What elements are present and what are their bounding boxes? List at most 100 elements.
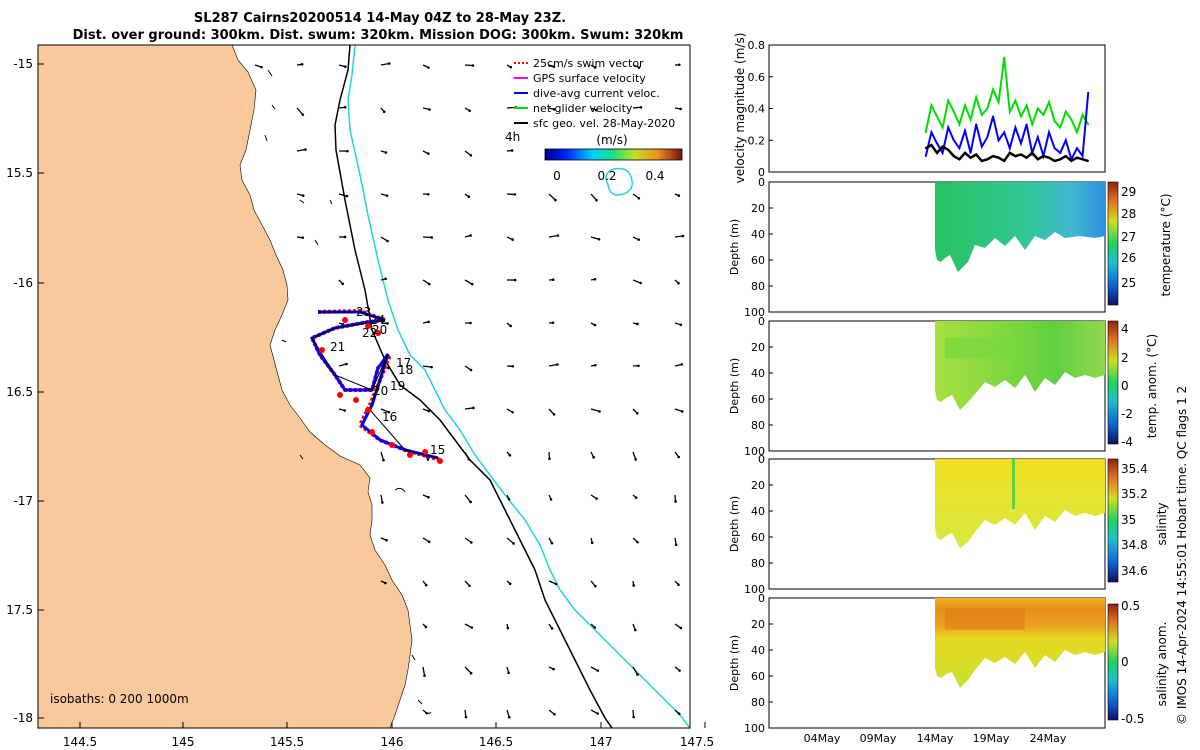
vector-arrow-head [593,626,597,629]
depth-tick: 60 [751,670,765,683]
vector-arrow-head [549,498,553,501]
vector-arrow-head [552,667,555,671]
vector-arrow-head [467,195,471,199]
velocity-point [952,155,955,158]
velocity-point [936,115,938,118]
velocity-point [1020,153,1022,156]
velocity-point [1025,156,1028,159]
vector-arrow [380,451,385,461]
date-tick: 19May [973,732,1010,745]
temperature-panel: 29 28 27 26 25 temperature (°C) [768,181,1173,313]
vector-arrow-head [424,583,428,587]
vector-arrow-head [469,234,472,237]
vector-arrow-head [635,412,639,415]
depth-tick: 40 [751,367,765,380]
vector-arrow-head [468,584,471,588]
velocity-point [1070,159,1073,162]
velocity-panel: 0 0.2 0.4 0.6 0.8 velocity magnitude (m/s) [733,33,1106,183]
vector-arrow-head [511,410,514,414]
vector-arrow-head [680,363,684,366]
vector-arrow-head [427,320,430,324]
vector-arrow-head [677,455,681,459]
vector-arrow-head [677,281,680,285]
day-label: 17 [396,356,411,370]
vector-arrow [464,666,472,674]
depth-tick: 100 [744,306,765,319]
vector-arrow-head [511,364,515,368]
vector-arrow-head [593,277,597,281]
vector-arrow-head [507,715,511,719]
title-line2: Dist. over ground: 300km. Dist. swum: 32… [73,28,684,43]
sal-anom-label: salinity anom. [1155,622,1169,707]
velocity-point [1025,104,1028,107]
vector-arrow [632,279,641,284]
velocity-point [997,139,1000,142]
vector-arrow-head [637,196,641,200]
vector-arrow-head [384,151,388,154]
vector-arrow-head [424,625,428,629]
velocity-point [1042,113,1045,116]
velocity-point [947,99,950,102]
velocity-point [964,104,966,107]
salinity-streak [1012,459,1015,509]
sal-cbar-tick: 35.4 [1121,462,1148,476]
velocity-point [1003,56,1006,59]
map-xtick: 147 [590,735,613,749]
velocity-point [992,115,994,118]
vector-arrow-head [384,581,387,585]
geostrophic-vector-field [254,62,685,719]
sal-anom-colorbar [1107,603,1119,721]
colorbar-tick: 0.4 [645,169,664,183]
map-xtick: 144.5 [63,735,97,749]
temp-anom-label: temp. anom. (°C) [1145,334,1159,438]
vector-arrow [548,363,558,367]
velocity-point [986,136,989,138]
map-ytick: 16.5 [6,385,33,399]
velocity-point [1048,156,1050,159]
vector-arrow-head [384,277,387,281]
depth-tick: 0 [758,176,765,189]
day-label: 21 [330,340,345,354]
salinity-colorbar [1107,458,1119,583]
velocity-point [1053,120,1056,123]
footer-credit: © IMOS 14-Apr-2024 14:55:01 Hobart time.… [1175,386,1189,725]
velocity-point [1076,147,1078,150]
vector-arrow-head [590,541,594,545]
vector-arrow-head [387,62,391,65]
colorbar-tick: 0 [553,169,561,183]
sanom-cbar-tick: -0.5 [1121,712,1144,726]
vector-arrow [338,193,348,197]
velocity-line-net-glider-velocity [924,57,1090,136]
temp-cbar-tick: 29 [1121,185,1136,199]
velocity-series [924,56,1090,163]
velocity-point [1059,126,1062,129]
map-frame [37,44,691,729]
vector-arrow-head [345,362,348,366]
vector-arrow [464,451,470,460]
vector-arrow-head [552,65,556,68]
velocity-point [958,158,961,161]
vector-arrow-head [677,63,681,67]
vector-arrow-head [427,495,430,499]
vector-arrow-head [596,669,600,672]
vector-arrow-head [469,154,473,157]
temperature-field [935,182,1105,272]
vector-arrow-head [596,712,599,715]
vector-arrow-head [507,671,510,675]
velocity-point [936,142,938,145]
legend-item: dive-avg current veloc. [533,87,660,100]
velocity-point [1048,101,1050,104]
depth-tick: 100 [744,445,765,458]
velocity-point [969,156,972,159]
velocity-point [1036,107,1039,110]
vector-arrow-head [633,628,637,632]
velocity-point [1008,110,1011,113]
isobath-1000m [347,45,690,728]
date-tick: 04May [804,732,841,745]
velocity-point [997,101,1000,104]
vector-arrow-head [593,66,597,69]
vector-arrow-head [472,406,475,410]
legend-item: 25cm/s swim vector [533,57,644,70]
vector-arrow-head [677,583,680,587]
vector-arrow-head [554,198,557,202]
